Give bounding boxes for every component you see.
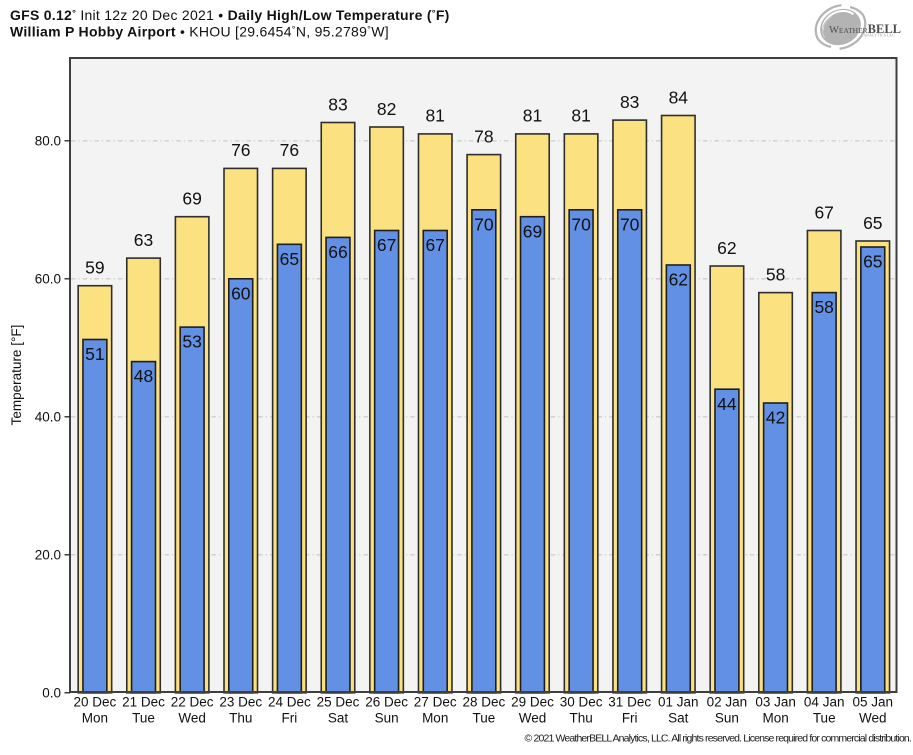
svg-text:60: 60 bbox=[231, 283, 251, 303]
svg-text:58: 58 bbox=[814, 297, 833, 317]
svg-text:Mon: Mon bbox=[762, 711, 788, 726]
svg-text:76: 76 bbox=[231, 140, 250, 160]
svg-text:83: 83 bbox=[328, 94, 347, 114]
svg-text:Mon: Mon bbox=[82, 711, 108, 726]
svg-text:81: 81 bbox=[523, 106, 542, 126]
svg-text:29 Dec: 29 Dec bbox=[511, 695, 554, 710]
svg-text:Wed: Wed bbox=[519, 711, 547, 726]
svg-text:82: 82 bbox=[377, 99, 396, 119]
svg-text:William P Hobby Airport • KHOU: William P Hobby Airport • KHOU [29.6454°… bbox=[10, 24, 389, 40]
svg-text:28 Dec: 28 Dec bbox=[463, 695, 506, 710]
svg-text:70: 70 bbox=[571, 214, 591, 234]
svg-text:Thu: Thu bbox=[229, 711, 252, 726]
svg-text:83: 83 bbox=[620, 92, 639, 112]
svg-text:30 Dec: 30 Dec bbox=[560, 695, 603, 710]
svg-text:63: 63 bbox=[134, 230, 153, 250]
svg-text:01 Jan: 01 Jan bbox=[658, 695, 699, 710]
svg-text:62: 62 bbox=[717, 238, 736, 258]
svg-text:20 Dec: 20 Dec bbox=[74, 695, 117, 710]
svg-text:69: 69 bbox=[182, 189, 201, 209]
svg-text:67: 67 bbox=[425, 235, 444, 255]
svg-text:62: 62 bbox=[669, 270, 688, 290]
svg-text:26 Dec: 26 Dec bbox=[365, 695, 408, 710]
svg-text:Thu: Thu bbox=[569, 711, 592, 726]
svg-text:42: 42 bbox=[766, 408, 785, 428]
svg-text:Temperature [°F]: Temperature [°F] bbox=[9, 325, 24, 426]
svg-text:Fri: Fri bbox=[622, 711, 638, 726]
svg-text:67: 67 bbox=[377, 235, 396, 255]
svg-text:65: 65 bbox=[863, 252, 882, 272]
svg-text:Tue: Tue bbox=[813, 711, 836, 726]
svg-text:60.0: 60.0 bbox=[35, 272, 61, 287]
svg-text:78: 78 bbox=[474, 126, 493, 146]
svg-text:20.0: 20.0 bbox=[35, 548, 61, 563]
svg-text:27 Dec: 27 Dec bbox=[414, 695, 457, 710]
svg-text:Wed: Wed bbox=[178, 711, 206, 726]
svg-text:04 Jan: 04 Jan bbox=[804, 695, 845, 710]
svg-text:24 Dec: 24 Dec bbox=[268, 695, 311, 710]
svg-text:81: 81 bbox=[571, 106, 590, 126]
svg-text:05 Jan: 05 Jan bbox=[853, 695, 894, 710]
svg-text:23 Dec: 23 Dec bbox=[219, 695, 262, 710]
svg-text:Fri: Fri bbox=[282, 711, 298, 726]
svg-text:44: 44 bbox=[717, 394, 737, 414]
svg-text:Sun: Sun bbox=[715, 711, 739, 726]
svg-text:66: 66 bbox=[328, 242, 347, 262]
svg-text:Tue: Tue bbox=[473, 711, 496, 726]
svg-text:Mon: Mon bbox=[422, 711, 448, 726]
svg-text:65: 65 bbox=[280, 249, 299, 269]
svg-text:84: 84 bbox=[669, 87, 689, 107]
svg-text:WEATHERBELL: WEATHERBELL bbox=[829, 22, 901, 36]
svg-text:58: 58 bbox=[766, 264, 785, 284]
svg-text:© 2021 WeatherBELL Analytics,: © 2021 WeatherBELL Analytics, LLC. All r… bbox=[525, 733, 911, 745]
svg-text:ANALYTICS LLC: ANALYTICS LLC bbox=[863, 34, 895, 38]
svg-text:51: 51 bbox=[85, 344, 104, 364]
svg-text:76: 76 bbox=[280, 140, 299, 160]
svg-text:70: 70 bbox=[474, 214, 494, 234]
svg-text:Sat: Sat bbox=[668, 711, 689, 726]
svg-text:80.0: 80.0 bbox=[35, 134, 61, 149]
svg-text:67: 67 bbox=[814, 202, 833, 222]
svg-text:31 Dec: 31 Dec bbox=[608, 695, 651, 710]
svg-text:GFS 0.12° Init 12z 20 Dec 2021: GFS 0.12° Init 12z 20 Dec 2021 • Daily H… bbox=[10, 7, 450, 23]
svg-text:02 Jan: 02 Jan bbox=[707, 695, 748, 710]
svg-text:48: 48 bbox=[134, 366, 153, 386]
svg-text:59: 59 bbox=[85, 258, 104, 278]
svg-text:22 Dec: 22 Dec bbox=[171, 695, 214, 710]
svg-text:03 Jan: 03 Jan bbox=[755, 695, 796, 710]
svg-text:0.0: 0.0 bbox=[42, 686, 61, 701]
svg-text:81: 81 bbox=[425, 106, 444, 126]
svg-text:40.0: 40.0 bbox=[35, 410, 61, 425]
svg-text:Sun: Sun bbox=[375, 711, 399, 726]
svg-text:53: 53 bbox=[182, 332, 201, 352]
svg-text:Wed: Wed bbox=[859, 711, 887, 726]
svg-text:21 Dec: 21 Dec bbox=[122, 695, 165, 710]
svg-text:70: 70 bbox=[620, 214, 640, 234]
svg-text:25 Dec: 25 Dec bbox=[317, 695, 360, 710]
svg-text:69: 69 bbox=[523, 221, 542, 241]
svg-text:Sat: Sat bbox=[328, 711, 349, 726]
svg-text:Tue: Tue bbox=[132, 711, 155, 726]
svg-text:65: 65 bbox=[863, 213, 882, 233]
